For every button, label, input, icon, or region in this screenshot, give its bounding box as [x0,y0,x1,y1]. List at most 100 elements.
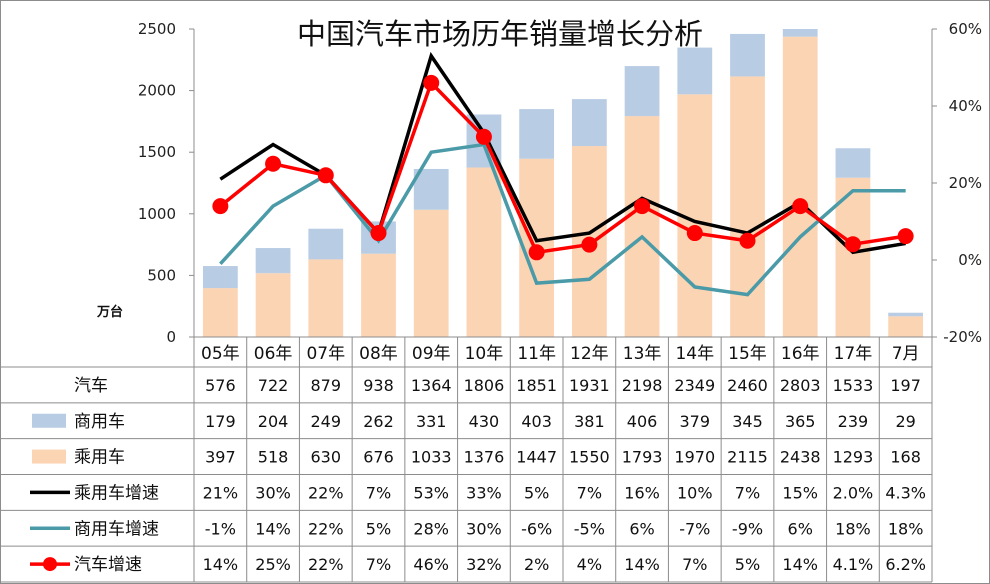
bar-commercial [519,109,555,159]
legend-key-passenger [32,449,66,464]
bar-passenger [466,167,502,337]
x-tick-label: 08年 [359,344,398,364]
row-label: 商用车增速 [74,519,159,539]
table-cell: 430 [469,412,500,431]
bar-passenger [730,76,765,337]
table-cell: 5% [735,555,760,574]
table-cell: 2349 [674,376,715,395]
table-cell: 18% [888,519,924,538]
table-cell: 249 [311,412,342,431]
table-cell: 365 [785,412,816,431]
bar-passenger [255,273,291,337]
table-cell: -5% [574,519,605,538]
table-cell: 14% [255,519,291,538]
table-cell: 879 [311,376,342,395]
table-cell: 676 [363,448,394,467]
table-cell: 2803 [780,376,821,395]
bar-commercial [308,228,344,260]
table-cell: 1364 [411,376,452,395]
table-cell: 938 [363,376,394,395]
table-cell: 179 [205,412,236,431]
x-tick-label: 10年 [465,344,504,364]
table-cell: 22% [308,519,344,538]
table-cell: 22% [308,555,344,574]
left-tick-label: 1000 [138,205,176,223]
table-cell: 168 [890,448,921,467]
table-cell: 2198 [622,376,663,395]
table-cell: 6% [788,519,813,538]
table-cell: 197 [890,376,921,395]
table-cell: 7% [366,555,391,574]
table-cell: 6% [629,519,654,538]
table-cell: 30% [255,483,291,502]
table-cell: 262 [363,412,394,431]
row-label: 乘用车增速 [74,483,159,503]
x-tick-label: 11年 [517,344,556,364]
bar-passenger [361,253,396,337]
bar-commercial [782,29,818,37]
table-cell: 10% [677,483,713,502]
bar-passenger [413,209,449,337]
table-cell: 379 [680,412,711,431]
table-cell: 7% [577,483,602,502]
bar-passenger [202,288,238,337]
table-cell: 1793 [622,448,663,467]
table-cell: 2% [524,555,549,574]
table-cell: 518 [258,448,289,467]
marker-total-growth [686,225,703,242]
marker-total-growth [370,225,387,242]
table-cell: 4.3% [885,483,926,502]
table-cell: 53% [413,483,449,502]
bar-commercial [835,148,871,178]
x-tick-label: 09年 [412,344,451,364]
table-cell: -6% [521,519,552,538]
right-tick-label: 0% [958,251,982,269]
table-cell: 14% [203,555,239,574]
right-tick-label: 20% [949,174,982,192]
x-tick-label: 13年 [623,344,662,364]
table-cell: 331 [416,412,447,431]
bar-passenger [308,259,344,337]
y-axis-unit: 万台 [96,304,123,320]
table-cell: 1293 [833,448,874,467]
table-cell: 1550 [569,448,610,467]
legend-key-commercial [32,413,66,428]
table-cell: 4.1% [833,555,874,574]
table-cell: 7% [735,483,760,502]
table-cell: 14% [624,555,660,574]
marker-total-growth [581,236,598,253]
table-cell: 32% [466,555,502,574]
marker-total-growth [475,128,492,145]
table-cell: 6.2% [885,555,926,574]
table-cell: 29 [895,412,915,431]
table-cell: 4% [577,555,602,574]
table-cell: 2115 [727,448,768,467]
bar-commercial [677,47,713,95]
legend-key-marker [43,557,57,572]
bar-passenger [835,177,871,337]
table-cell: -1% [205,519,236,538]
table-cell: -7% [679,519,710,538]
x-tick-label: 12年 [570,344,609,364]
table-cell: 5% [366,519,391,538]
table-cell: 1970 [674,448,715,467]
left-tick-label: 0 [166,328,176,346]
table-cell: 7% [366,483,391,502]
table-cell: 381 [574,412,605,431]
x-tick-label: 7月 [892,344,920,364]
table-cell: 345 [732,412,763,431]
left-tick-label: 500 [147,266,176,284]
table-cell: 25% [255,555,291,574]
table-cell: 576 [205,376,236,395]
table-cell: 1806 [464,376,505,395]
line-total-growth [219,79,906,255]
marker-total-growth [317,167,334,184]
row-label: 乘用车 [74,448,125,468]
left-tick-label: 2500 [138,20,176,38]
table-cell: 30% [466,519,502,538]
table-cell: 722 [258,376,289,395]
chart-title: 中国汽车市场历年销量增长分析 [297,17,703,51]
table-cell: 1376 [464,448,505,467]
table-cell: 33% [466,483,502,502]
